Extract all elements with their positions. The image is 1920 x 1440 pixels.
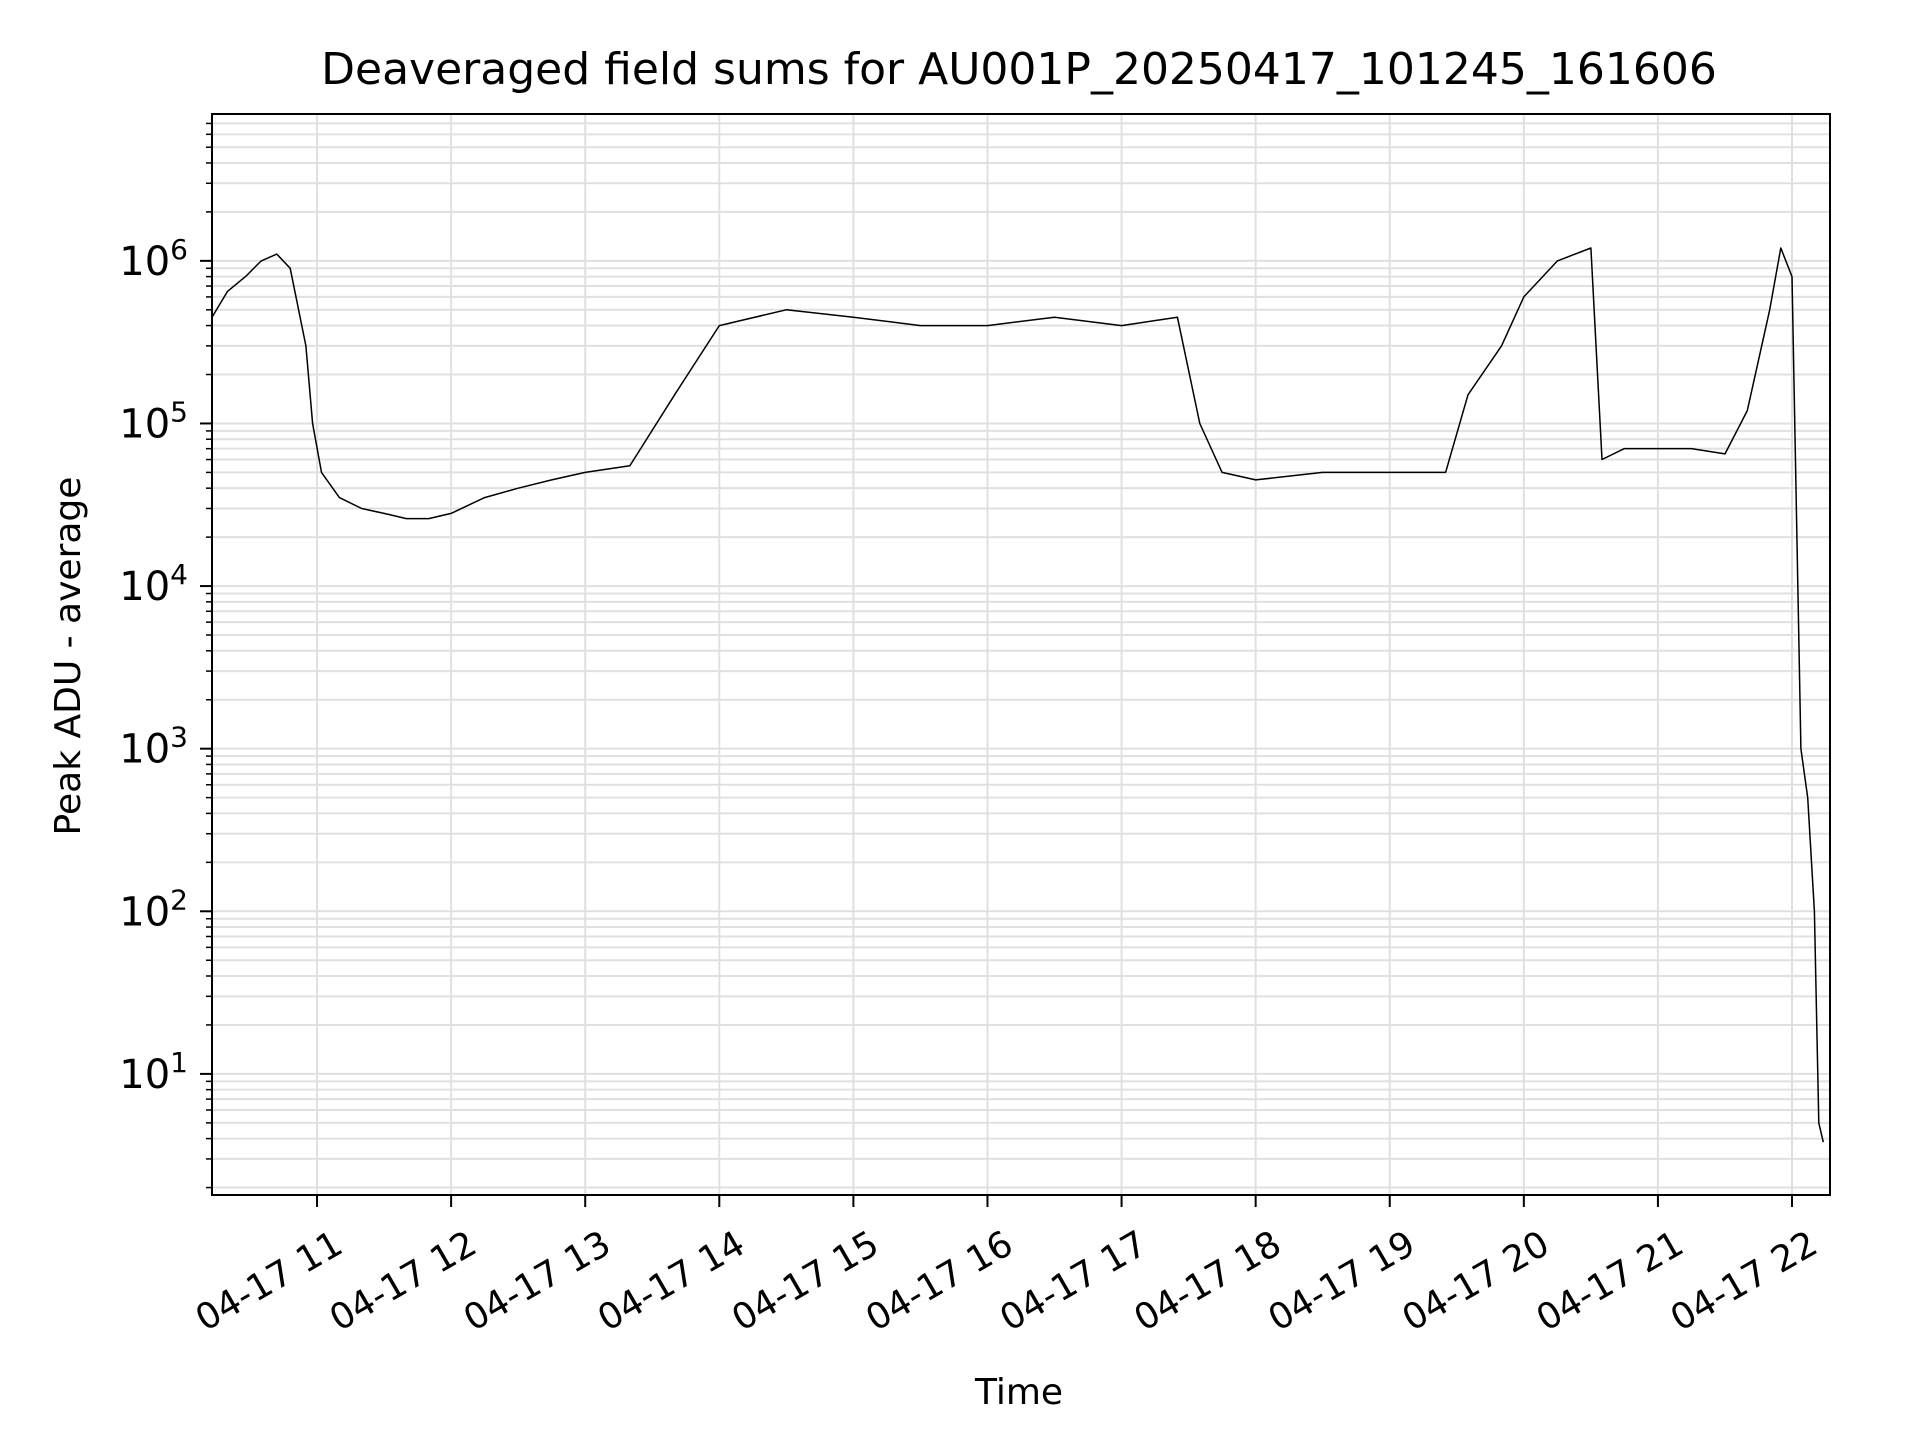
series-layer — [211, 247, 1825, 1143]
plot-area — [211, 113, 1831, 1196]
y-tick-exponent: 3 — [170, 721, 188, 754]
y-tick-exponent: 6 — [170, 233, 188, 266]
axes-frame — [211, 113, 1831, 1196]
grid-layer — [212, 114, 1830, 1195]
y-tick-label: 101 — [119, 1046, 188, 1098]
y-tick-label: 106 — [119, 233, 188, 285]
y-tick-label: 102 — [119, 883, 188, 935]
chart-title: Deaveraged field sums for AU001P_2025041… — [321, 44, 1717, 95]
y-tick-exponent: 4 — [170, 558, 188, 591]
y-tick-exponent: 2 — [170, 883, 188, 916]
y-tick-label: 103 — [119, 721, 188, 773]
y-tick-label: 104 — [119, 558, 188, 610]
y-axis-label: Peak ADU - average — [48, 477, 89, 836]
y-axis: 101 102 103 104 105 106 — [119, 122, 212, 1189]
y-tick-label: 105 — [119, 395, 188, 447]
x-axis-label: Time — [974, 1372, 1063, 1413]
y-tick-exponent: 1 — [170, 1046, 188, 1079]
data-series-line — [211, 247, 1825, 1143]
y-tick-exponent: 5 — [170, 395, 188, 428]
